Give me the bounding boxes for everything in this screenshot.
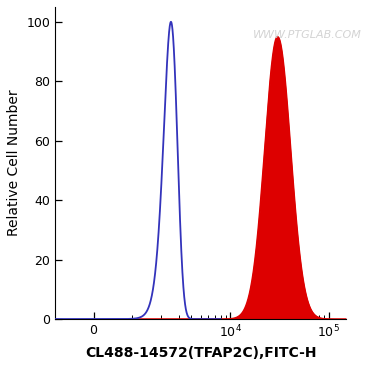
Y-axis label: Relative Cell Number: Relative Cell Number <box>7 90 21 236</box>
X-axis label: CL488-14572(TFAP2C),FITC-H: CL488-14572(TFAP2C),FITC-H <box>85 346 316 360</box>
Text: WWW.PTGLAB.COM: WWW.PTGLAB.COM <box>253 30 362 40</box>
